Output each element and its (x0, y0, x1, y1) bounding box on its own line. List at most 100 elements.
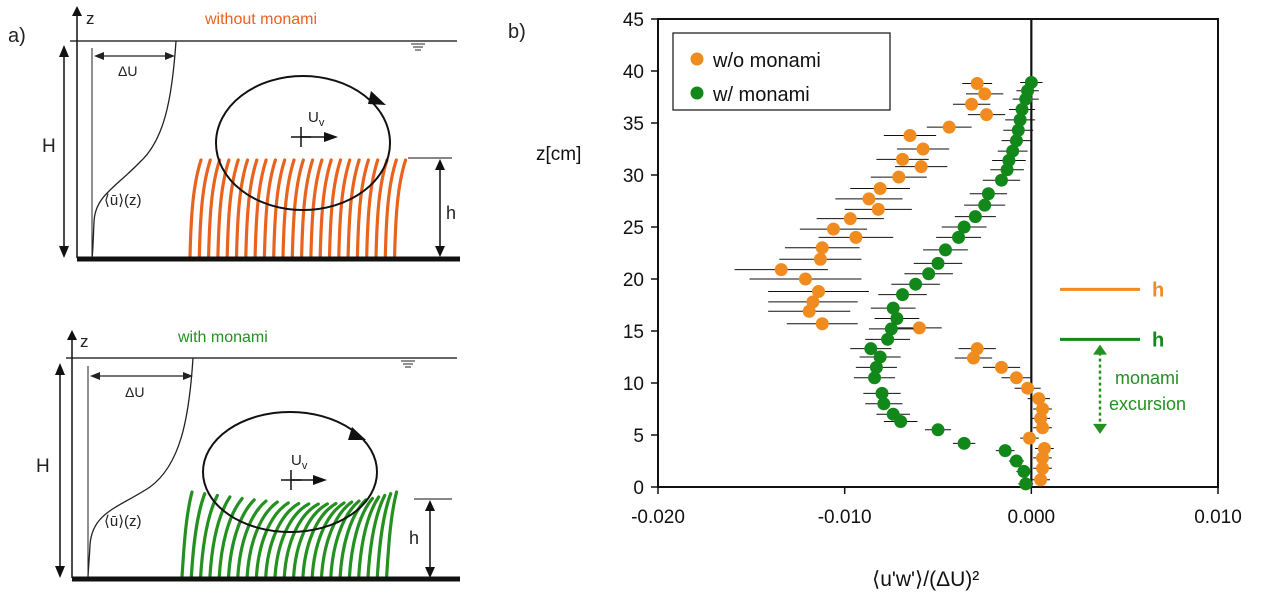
x-tick-label: 0.000 (1008, 507, 1056, 528)
stem (300, 158, 315, 259)
data-point (980, 108, 994, 122)
scatter-chart: 0 5 10 15 20 25 30 35 40 45 -0.020 -0.010 0.000 0.01… (536, 10, 1242, 591)
stem (254, 501, 290, 579)
legend-box (672, 32, 891, 111)
series-without-monami (734, 76, 1054, 487)
data-point (1009, 134, 1023, 148)
water-surface-icon (411, 43, 425, 51)
vortex-loop (215, 75, 391, 211)
h-arrowhead-top (435, 159, 445, 170)
data-series (734, 75, 1054, 491)
delta-u-arrowhead-right (165, 52, 175, 60)
data-point (806, 295, 820, 309)
uv-arrowhead (324, 132, 338, 142)
data-point (890, 312, 904, 326)
data-point (1036, 402, 1050, 416)
data-point (1015, 102, 1029, 116)
stem (253, 158, 268, 259)
y-tick-label: 15 (623, 322, 644, 343)
data-point (873, 182, 887, 196)
data-point (892, 170, 906, 184)
stem (217, 496, 244, 579)
plot-frame (657, 18, 1219, 488)
data-point (938, 243, 952, 257)
data-point (849, 230, 863, 244)
stem (355, 158, 370, 259)
stem (357, 495, 381, 579)
legend-marker-without (690, 52, 704, 66)
data-point (922, 267, 936, 281)
y-tick-label: 20 (623, 270, 644, 291)
data-point (965, 97, 979, 111)
vortex-arrowhead (348, 427, 366, 440)
data-point (1021, 381, 1035, 395)
stem (197, 158, 212, 259)
panel-a-label: a) (8, 25, 26, 47)
stem (188, 158, 203, 259)
excursion-label-line2: excursion (1109, 394, 1186, 414)
data-point (1009, 454, 1023, 468)
y-tick-label: 10 (623, 374, 644, 395)
y-axis-label: z[cm] (536, 144, 581, 165)
stem (180, 490, 194, 579)
data-point (970, 76, 984, 90)
panel-b-label: b) (508, 21, 526, 43)
uv-arrowhead (313, 475, 327, 485)
legend-label-with: w/ monami (712, 84, 810, 106)
H-label: H (36, 456, 50, 477)
data-point (774, 263, 788, 277)
stem (264, 501, 301, 579)
data-point (886, 301, 900, 315)
x-axis-label-text: ⟨u'w'⟩/(ΔU)² (872, 568, 979, 591)
vortex-loop (202, 411, 378, 533)
stem (347, 496, 374, 579)
data-point (994, 173, 1008, 187)
data-point (1022, 431, 1036, 445)
data-point (869, 360, 883, 374)
y-tick-label: 35 (623, 114, 644, 135)
data-point (931, 423, 945, 437)
h-arrowhead-bottom (425, 567, 435, 578)
velocity-profile-curve (87, 357, 194, 579)
series-with-monami (850, 75, 1043, 491)
stem (244, 158, 259, 259)
delta-u-arrowhead-right (183, 372, 193, 380)
stem (290, 158, 305, 259)
data-point (886, 407, 900, 421)
data-point (914, 160, 928, 174)
profile-label: ⟨ū⟩(z) (104, 192, 142, 209)
data-point (978, 87, 992, 101)
data-point (1037, 442, 1051, 456)
delta-u-arrowhead-left (94, 52, 104, 60)
y-tick-label: 5 (633, 426, 644, 447)
stem (375, 492, 393, 579)
delta-u-arrowhead-left (90, 372, 100, 380)
data-point (978, 198, 992, 212)
canopy-stems-waving (180, 490, 399, 579)
data-point (952, 230, 966, 244)
z-label: z (80, 332, 89, 351)
uv-label: Uv (291, 452, 308, 472)
data-point (1019, 477, 1033, 491)
stem (309, 158, 324, 259)
data-point (970, 342, 984, 356)
data-point (812, 284, 826, 298)
data-point (1013, 113, 1027, 127)
stem (262, 158, 277, 259)
stem (318, 158, 333, 259)
excursion-arrowhead-bottom (1093, 423, 1107, 434)
h-label: h (409, 528, 419, 548)
data-point (798, 272, 812, 286)
stem (292, 502, 329, 579)
stem (346, 158, 361, 259)
legend-marker-with (690, 86, 704, 100)
sketch-with-monami: with monami z H ΔU ⟨ū⟩(z) h Uv (36, 329, 460, 582)
data-point (813, 252, 827, 266)
stem (301, 501, 338, 579)
data-point (896, 288, 910, 302)
stem (245, 500, 279, 579)
data-point (868, 371, 882, 385)
excursion-label-line1: monami (1115, 368, 1179, 388)
z-label: z (86, 9, 95, 28)
